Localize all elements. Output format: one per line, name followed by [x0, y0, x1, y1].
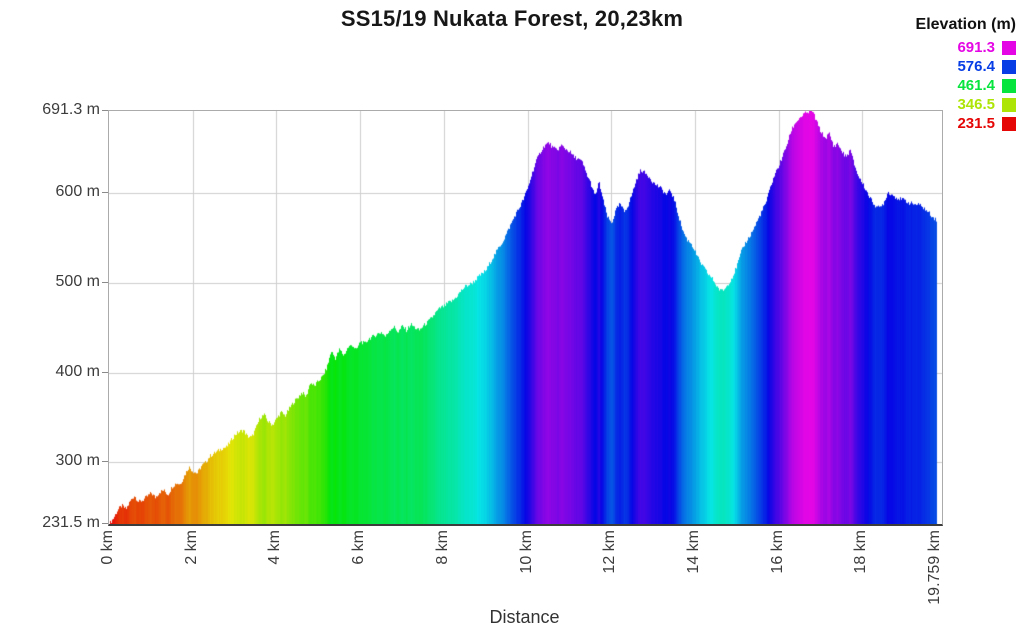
- legend-swatch: [1002, 78, 1016, 93]
- y-tick-label: 500 m: [55, 272, 100, 290]
- legend-row: 461.4: [916, 76, 1016, 95]
- y-tick-label: 300 m: [55, 452, 100, 470]
- legend: Elevation (m) 691.3 576.4 461.4 346.5 23…: [916, 16, 1016, 133]
- y-tick-label: 691.3 m: [42, 101, 100, 118]
- y-tick-mark: [102, 461, 108, 462]
- legend-row: 346.5: [916, 95, 1016, 114]
- legend-swatch: [1002, 97, 1016, 112]
- legend-value: 576.4: [957, 58, 995, 75]
- legend-value: 691.3: [957, 39, 995, 56]
- x-tick-label: 18 km: [852, 530, 870, 574]
- x-tick-label: 10 km: [517, 530, 535, 574]
- y-tick-mark: [102, 282, 108, 283]
- x-tick-label: 0 km: [99, 530, 116, 565]
- plot-area: [108, 110, 943, 526]
- legend-row: 576.4: [916, 57, 1016, 76]
- legend-swatch: [1002, 116, 1016, 131]
- y-tick-mark: [102, 523, 108, 524]
- x-tick-label: 16 km: [768, 530, 786, 574]
- legend-value: 461.4: [957, 77, 995, 94]
- x-tick-label: 4 km: [266, 530, 284, 565]
- y-tick-label: 600 m: [55, 183, 100, 200]
- chart-title: SS15/19 Nukata Forest, 20,23km: [340, 6, 684, 31]
- legend-row: 231.5: [916, 114, 1016, 133]
- x-tick-label: 14 km: [685, 530, 703, 574]
- y-tick-label: 400 m: [55, 362, 100, 380]
- legend-title: Elevation (m): [915, 16, 1016, 33]
- legend-swatch: [1002, 59, 1016, 74]
- y-tick-mark: [102, 192, 108, 193]
- x-tick-label: 6 km: [350, 530, 368, 565]
- x-axis-title: Distance: [489, 607, 560, 627]
- legend-value: 231.5: [957, 115, 995, 132]
- legend-value: 346.5: [957, 96, 995, 113]
- x-tick-label: 19.759 km: [926, 530, 944, 605]
- legend-row: 691.3: [916, 38, 1016, 57]
- x-tick-label: 12 km: [601, 530, 619, 574]
- y-tick-mark: [102, 372, 108, 373]
- elevation-profile-canvas: [109, 111, 942, 524]
- y-tick-label: 231.5 m: [42, 514, 100, 531]
- legend-swatch: [1002, 40, 1016, 55]
- x-tick-label: 2 km: [182, 530, 200, 565]
- x-tick-label: 8 km: [433, 530, 451, 565]
- y-tick-mark: [102, 110, 108, 111]
